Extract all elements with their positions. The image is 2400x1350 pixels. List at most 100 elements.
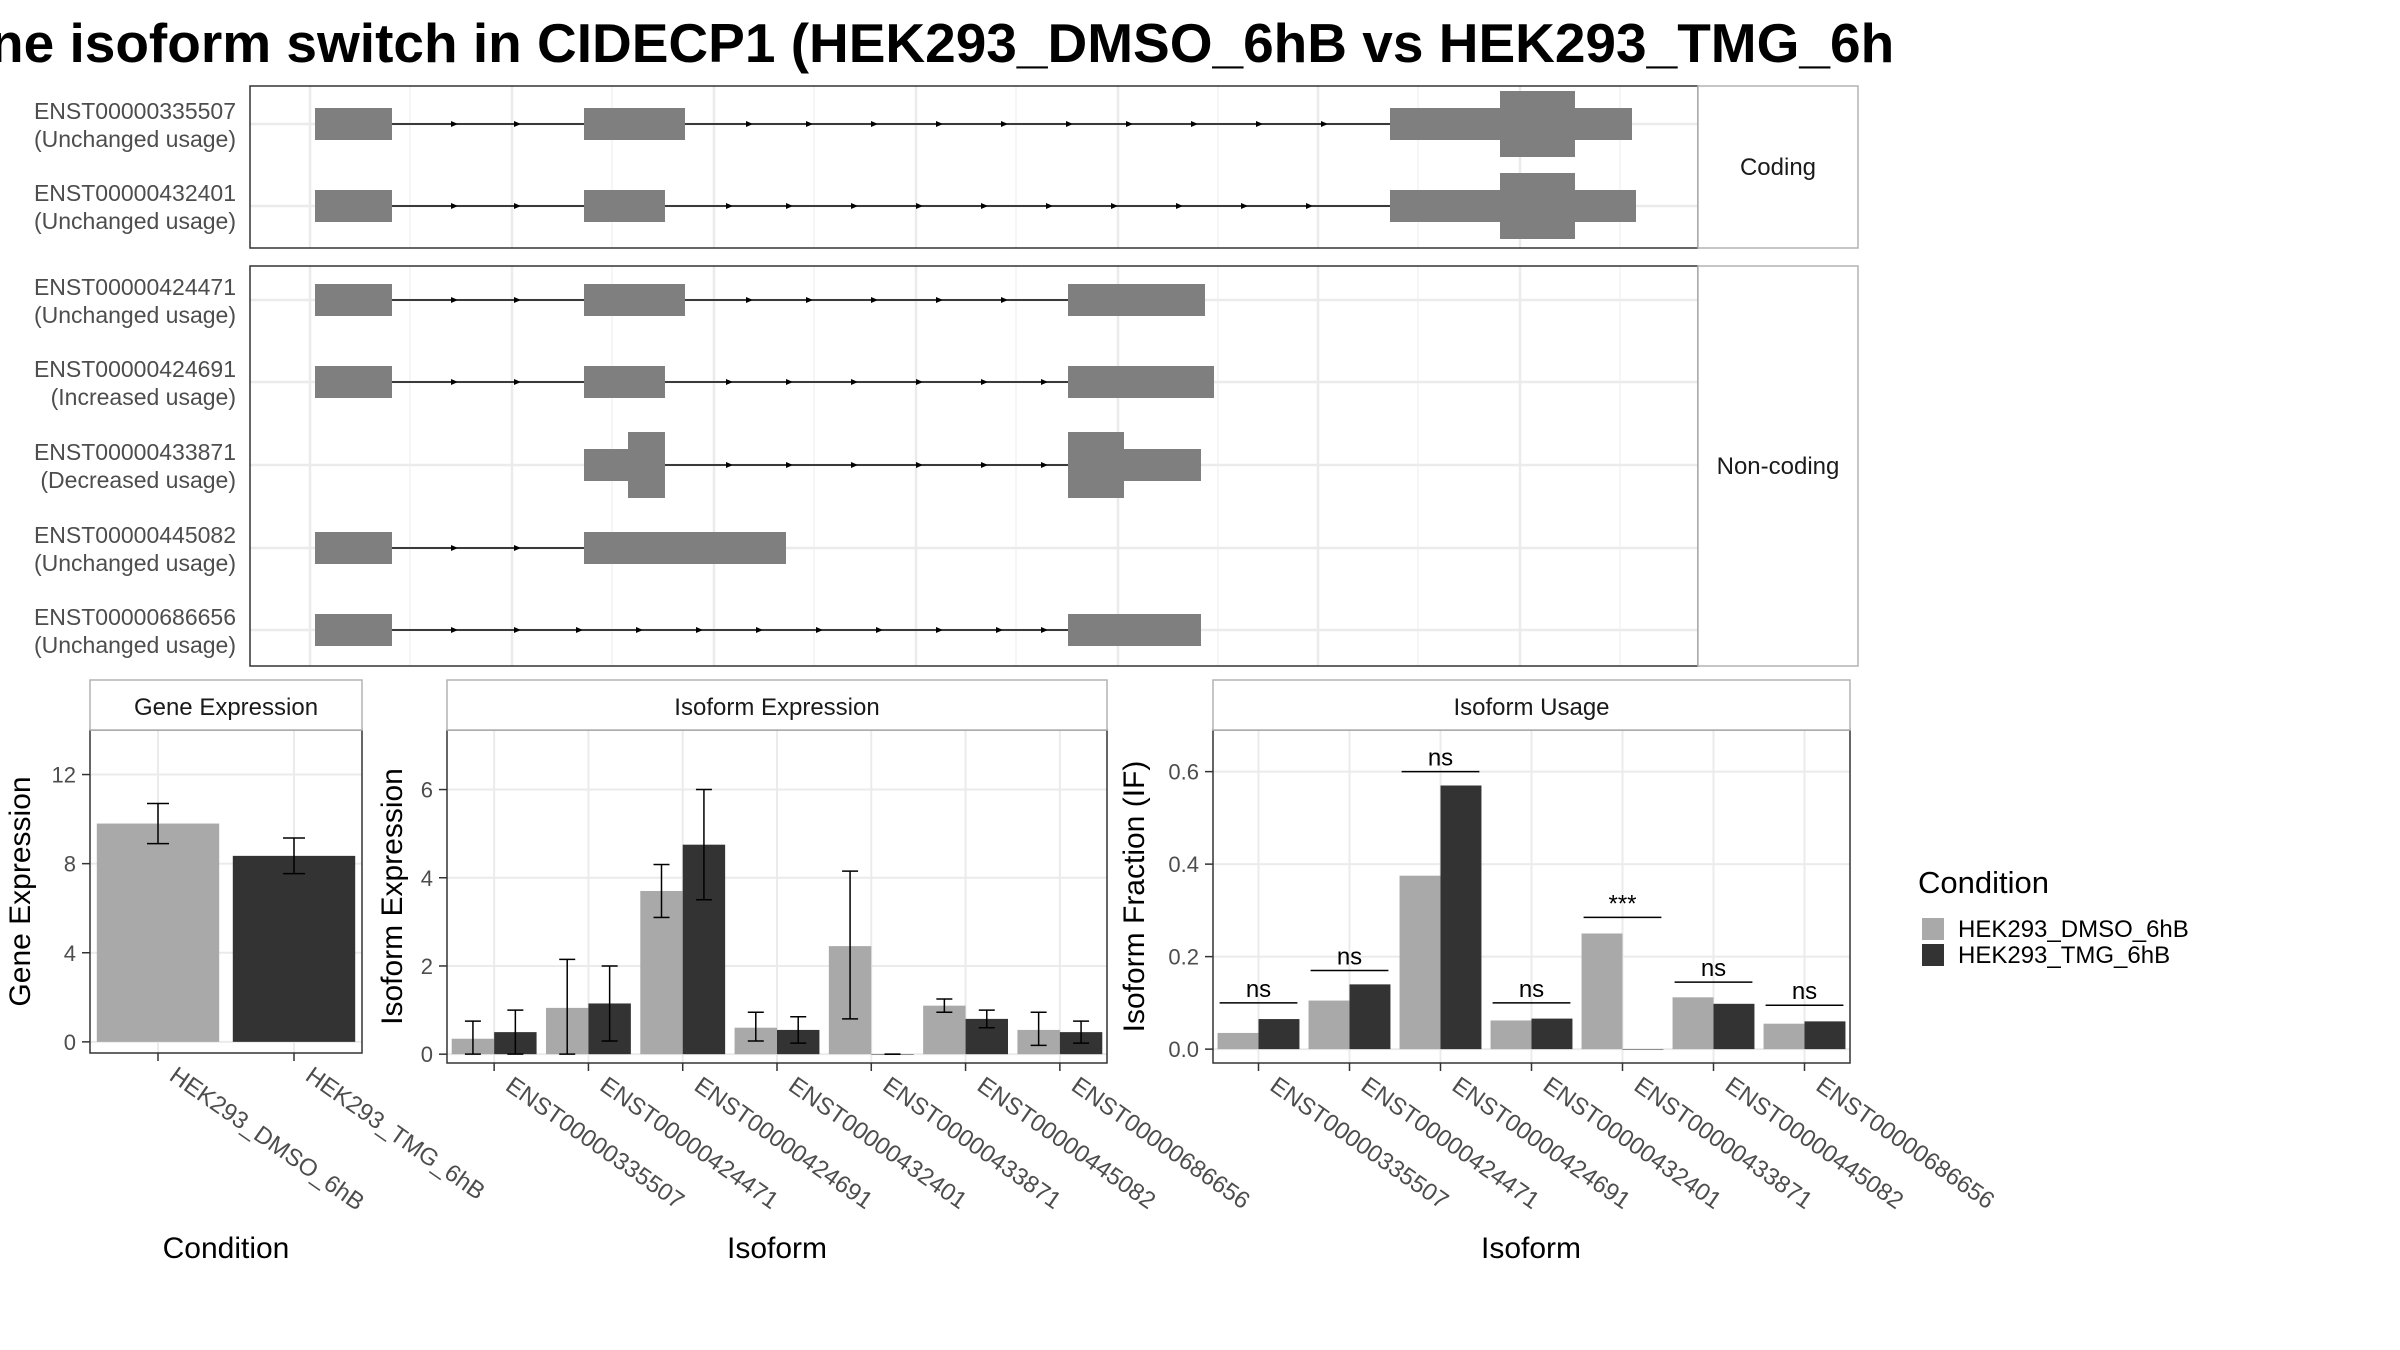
bar <box>1349 984 1391 1050</box>
bar <box>1308 1000 1350 1050</box>
bar <box>1399 875 1441 1050</box>
transcript-usage-label: (Unchanged usage) <box>34 208 236 234</box>
exon <box>584 108 685 140</box>
x-axis-title: Condition <box>163 1232 290 1265</box>
legend-label: HEK293_TMG_6hB <box>1958 942 2170 969</box>
intron-arrow <box>451 627 458 633</box>
intron-arrow <box>514 297 521 303</box>
chart-title: Isoform Expression <box>674 694 879 721</box>
exon <box>1390 190 1500 222</box>
transcript-usage-label: (Unchanged usage) <box>34 632 236 658</box>
bar <box>1581 933 1623 1050</box>
exon <box>315 108 392 140</box>
facet-strip-label: Non-coding <box>1717 453 1840 480</box>
transcript-usage-label: (Unchanged usage) <box>34 126 236 152</box>
legend-title: Condition <box>1918 865 2049 900</box>
exon <box>1068 614 1201 646</box>
transcript-id-label: ENST00000432401 <box>34 180 236 206</box>
bar <box>1490 1020 1532 1050</box>
bar <box>1531 1018 1573 1050</box>
y-tick-label: 12 <box>52 763 76 788</box>
y-axis-title: Gene Expression <box>4 776 37 1006</box>
exon <box>1068 284 1205 316</box>
intron-arrow <box>936 627 943 633</box>
intron-arrow <box>1001 121 1008 127</box>
intron-arrow <box>1176 203 1183 209</box>
intron-arrow <box>1321 121 1328 127</box>
y-tick-label: 2 <box>421 954 433 979</box>
facet-strip <box>1212 679 1851 731</box>
intron-arrow <box>916 462 923 468</box>
y-tick-label: 4 <box>421 866 433 891</box>
exon <box>584 284 685 316</box>
intron-arrow <box>514 379 521 385</box>
exon <box>584 190 665 222</box>
intron-arrow <box>1001 297 1008 303</box>
exon <box>1124 449 1201 481</box>
facet-strip <box>1697 265 1859 667</box>
intron-arrow <box>786 203 793 209</box>
exon <box>1575 190 1636 222</box>
intron-arrow <box>1126 121 1133 127</box>
exon <box>315 366 392 398</box>
exon <box>1500 173 1575 239</box>
exon <box>1500 91 1575 157</box>
facet-strip <box>1697 85 1859 249</box>
facet-strip-label: Coding <box>1740 154 1816 181</box>
intron-arrow <box>916 203 923 209</box>
intron-arrow <box>806 121 813 127</box>
intron-arrow <box>981 203 988 209</box>
intron-arrow <box>1111 203 1118 209</box>
intron-arrow <box>936 121 943 127</box>
intron-arrow <box>514 121 521 127</box>
y-tick-label: 0 <box>421 1042 433 1067</box>
significance-label: ns <box>1337 944 1362 971</box>
y-tick-label: 8 <box>64 852 76 877</box>
y-tick-label: 0.2 <box>1168 945 1199 970</box>
intron-arrow <box>746 297 753 303</box>
y-tick-label: 0.0 <box>1168 1037 1199 1062</box>
intron-arrow <box>806 297 813 303</box>
intron-arrow <box>756 627 763 633</box>
intron-arrow <box>876 627 883 633</box>
bar <box>1713 1003 1755 1050</box>
intron-arrow <box>1241 203 1248 209</box>
intron-arrow <box>916 379 923 385</box>
transcript-id-label: ENST00000424471 <box>34 274 236 300</box>
intron-arrow <box>936 297 943 303</box>
bar <box>232 855 356 1042</box>
bar <box>1217 1032 1259 1050</box>
intron-arrow <box>636 627 643 633</box>
exon <box>315 614 392 646</box>
y-tick-label: 4 <box>64 941 76 966</box>
intron-arrow <box>1191 121 1198 127</box>
y-tick-label: 6 <box>421 778 433 803</box>
exon <box>1068 366 1214 398</box>
transcript-id-label: ENST00000686656 <box>34 604 236 630</box>
intron-arrow <box>851 379 858 385</box>
legend-label: HEK293_DMSO_6hB <box>1958 916 2189 943</box>
intron-arrow <box>451 545 458 551</box>
bar <box>1440 785 1482 1050</box>
exon <box>584 532 786 564</box>
significance-label: ns <box>1519 976 1544 1003</box>
x-axis-title: Isoform <box>1481 1232 1581 1265</box>
bar <box>1804 1021 1846 1050</box>
exon <box>1575 108 1632 140</box>
x-tick-label: ENST00000686656 <box>1066 1072 1254 1215</box>
legend-swatch <box>1922 944 1944 966</box>
intron-arrow <box>871 121 878 127</box>
intron-arrow <box>786 379 793 385</box>
significance-label: ns <box>1428 745 1453 772</box>
intron-arrow <box>746 121 753 127</box>
transcript-usage-label: (Unchanged usage) <box>34 550 236 576</box>
transcript-id-label: ENST00000335507 <box>34 98 236 124</box>
intron-arrow <box>726 203 733 209</box>
exon <box>1068 432 1124 498</box>
chart-title: Gene Expression <box>134 694 318 721</box>
significance-label: ns <box>1246 976 1271 1003</box>
intron-arrow <box>851 203 858 209</box>
exon <box>628 432 665 498</box>
bar <box>1763 1023 1805 1050</box>
